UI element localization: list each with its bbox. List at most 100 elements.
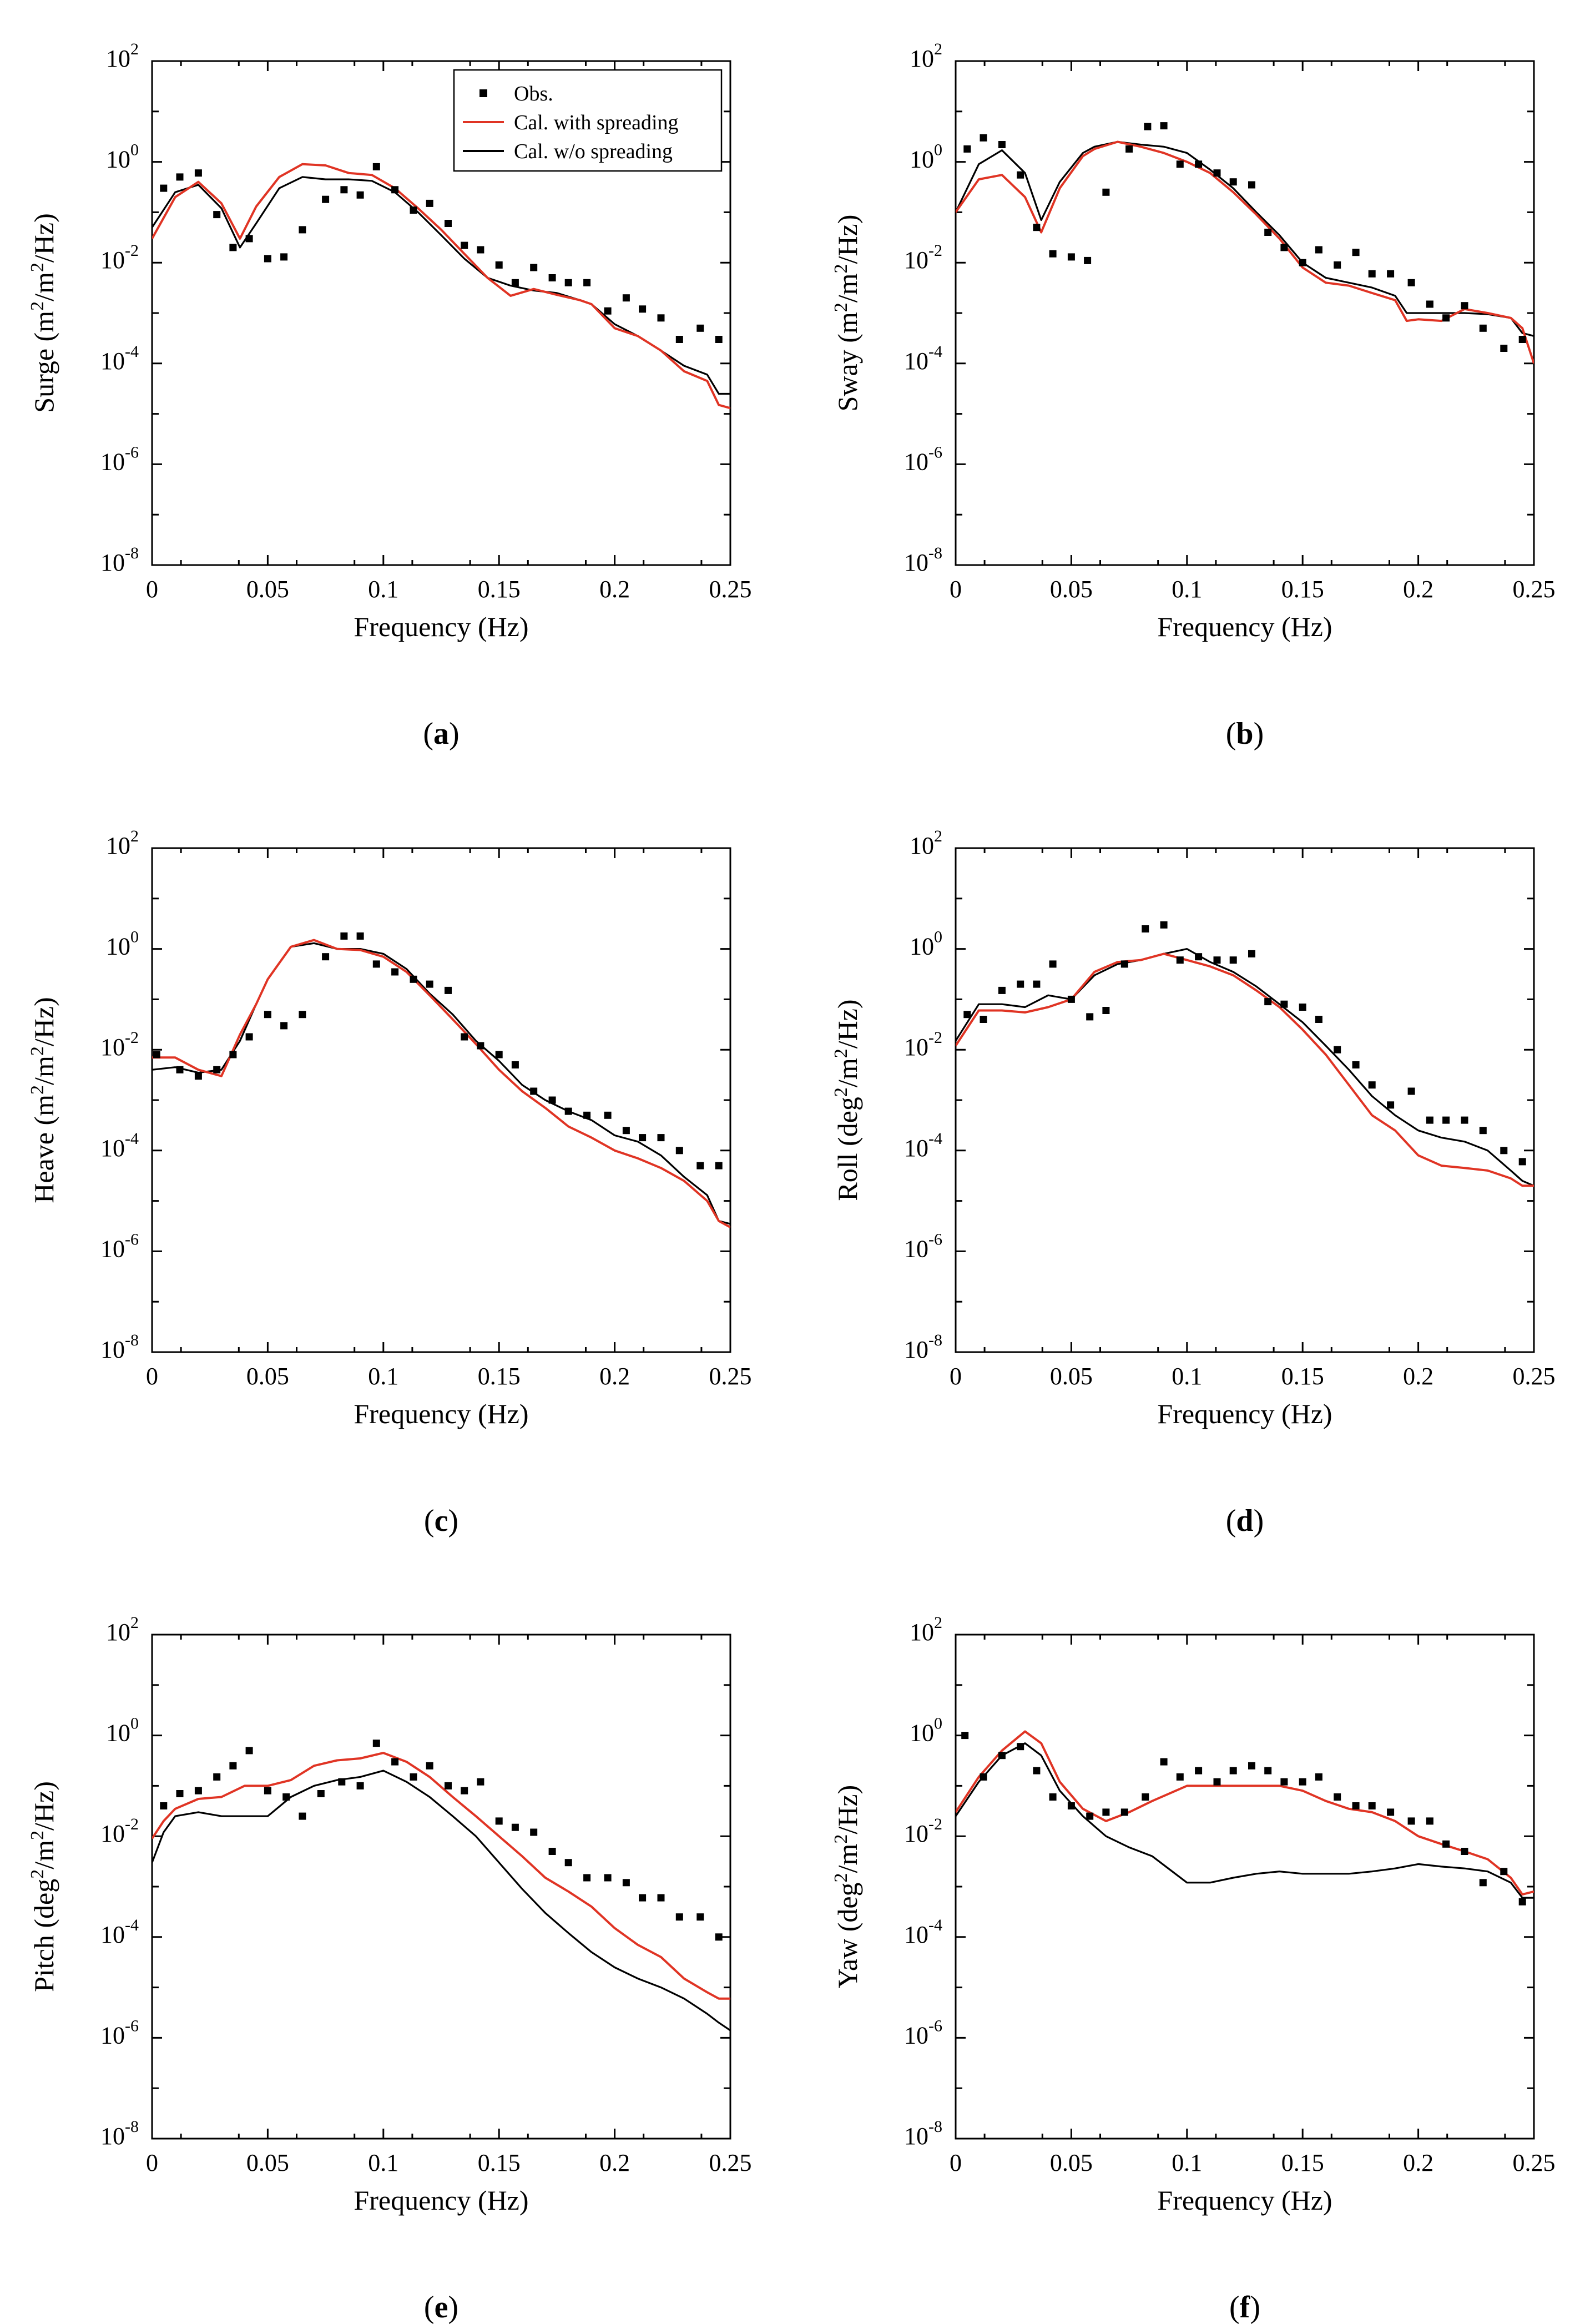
y-tick-base: 10 <box>904 347 928 375</box>
y-tick-exponent: -8 <box>125 2118 139 2136</box>
obs-point <box>1067 995 1075 1003</box>
y-tick-exponent: 0 <box>130 141 139 159</box>
obs-point <box>1049 250 1057 258</box>
obs-point <box>1334 1046 1341 1053</box>
obs-point <box>980 1773 987 1781</box>
y-tick-label: 10-8 <box>100 544 139 576</box>
y-tick-base: 10 <box>100 1820 125 1847</box>
obs-point <box>1160 1758 1168 1766</box>
obs-point <box>530 1087 538 1095</box>
obs-point <box>245 235 253 243</box>
y-tick-base: 10 <box>904 1135 928 1162</box>
panel-caption: (f) <box>1229 2290 1260 2324</box>
plot-frame <box>151 1634 731 2140</box>
obs-point <box>564 1107 572 1115</box>
y-tick-exponent: -2 <box>125 1815 139 1833</box>
legend-label-obs: Obs. <box>514 82 553 105</box>
obs-point <box>604 307 612 315</box>
panel-e: 0 0.05 0.1 0.15 0.2 0.2510-810-610-410-210010… <box>27 1614 752 2324</box>
x-tick-label: 0.2 <box>599 2149 630 2176</box>
obs-point <box>340 186 348 194</box>
y-label-paren: ( <box>832 334 863 350</box>
obs-point <box>194 1787 202 1794</box>
y-label-paren: ) <box>832 999 863 1009</box>
obs-point <box>1086 1013 1094 1021</box>
obs-point <box>980 1016 987 1023</box>
x-tick-label: 0.2 <box>1403 1363 1433 1390</box>
obs-point <box>391 968 399 976</box>
y-label-name: Surge <box>28 349 59 413</box>
y-label-paren: ) <box>832 215 863 224</box>
obs-point <box>160 1802 168 1809</box>
series-line-with-spreading <box>152 1752 730 2000</box>
x-tick-label: 0 <box>146 2149 158 2176</box>
obs-point <box>1086 1812 1094 1820</box>
y-tick-exponent: 0 <box>130 928 139 946</box>
caption-letter: e <box>435 2290 448 2324</box>
y-tick-base: 10 <box>904 246 928 274</box>
obs-point <box>715 1162 723 1169</box>
obs-point <box>1518 1898 1526 1905</box>
y-tick-exponent: 2 <box>934 40 942 58</box>
x-axis-label: Frequency (Hz) <box>354 1398 528 1429</box>
x-tick-label: 0 <box>146 1363 158 1390</box>
obs-point <box>511 1061 519 1068</box>
y-label-square: 2 <box>831 1087 851 1097</box>
obs-point <box>1352 249 1360 256</box>
obs-point <box>1368 1802 1376 1809</box>
obs-point <box>696 1913 704 1921</box>
y-tick-base: 10 <box>106 1720 130 1747</box>
obs-point <box>1426 1817 1433 1825</box>
obs-point <box>1264 1767 1272 1774</box>
y-label-paren: ) <box>28 997 59 1006</box>
obs-point <box>1102 188 1110 196</box>
obs-point <box>1017 980 1024 988</box>
obs-point <box>1334 261 1341 269</box>
y-tick-base: 10 <box>910 832 934 859</box>
y-tick-base: 10 <box>100 246 125 274</box>
y-tick-label: 10-6 <box>904 2017 942 2049</box>
y-tick-exponent: -8 <box>928 544 942 562</box>
obs-point <box>1518 1158 1526 1166</box>
obs-point <box>495 1051 503 1058</box>
obs-point <box>715 336 723 343</box>
series-line-without-spreading <box>956 140 1534 337</box>
y-tick-label: 10-2 <box>100 1029 139 1061</box>
y-tick-label: 10-6 <box>904 1230 942 1262</box>
obs-point <box>548 1096 556 1104</box>
obs-point <box>176 1790 184 1797</box>
x-tick-label: 0.1 <box>368 2149 398 2176</box>
y-tick-exponent: -8 <box>125 544 139 562</box>
series-line-with-spreading <box>152 163 730 410</box>
obs-point <box>622 1127 630 1135</box>
obs-point <box>1229 956 1237 964</box>
y-axis-label: Sway (m2/m2/Hz) <box>831 215 863 412</box>
y-tick-base: 10 <box>100 1235 125 1262</box>
y-label-per-hz: /Hz <box>28 1006 59 1046</box>
x-axis-label: Frequency (Hz) <box>1157 1398 1332 1429</box>
obs-point <box>548 274 556 281</box>
obs-point <box>548 1848 556 1855</box>
y-tick-exponent: -4 <box>125 1130 139 1148</box>
obs-point <box>1280 1000 1288 1008</box>
y-label-per-m: /m <box>28 272 59 301</box>
x-tick-label: 0.25 <box>709 1363 752 1390</box>
obs-point <box>356 932 364 940</box>
x-tick-label: 0.2 <box>599 576 630 603</box>
obs-point <box>998 986 1006 994</box>
obs-point <box>426 199 433 207</box>
y-tick-exponent: -4 <box>928 1916 942 1934</box>
obs-point <box>338 1778 346 1786</box>
obs-point <box>715 1933 723 1941</box>
y-tick-label: 10-6 <box>100 443 139 475</box>
obs-point <box>372 960 380 968</box>
y-tick-label: 10-4 <box>904 1916 942 1948</box>
y-label-name: Sway <box>832 350 863 411</box>
data-layer <box>956 921 1534 1187</box>
data-layer <box>152 1740 730 2031</box>
obs-point <box>639 1134 647 1142</box>
y-tick-base: 10 <box>100 1034 125 1061</box>
obs-point <box>1461 302 1468 310</box>
y-tick-base: 10 <box>100 1135 125 1162</box>
y-label-per-hz: /Hz <box>28 223 59 263</box>
